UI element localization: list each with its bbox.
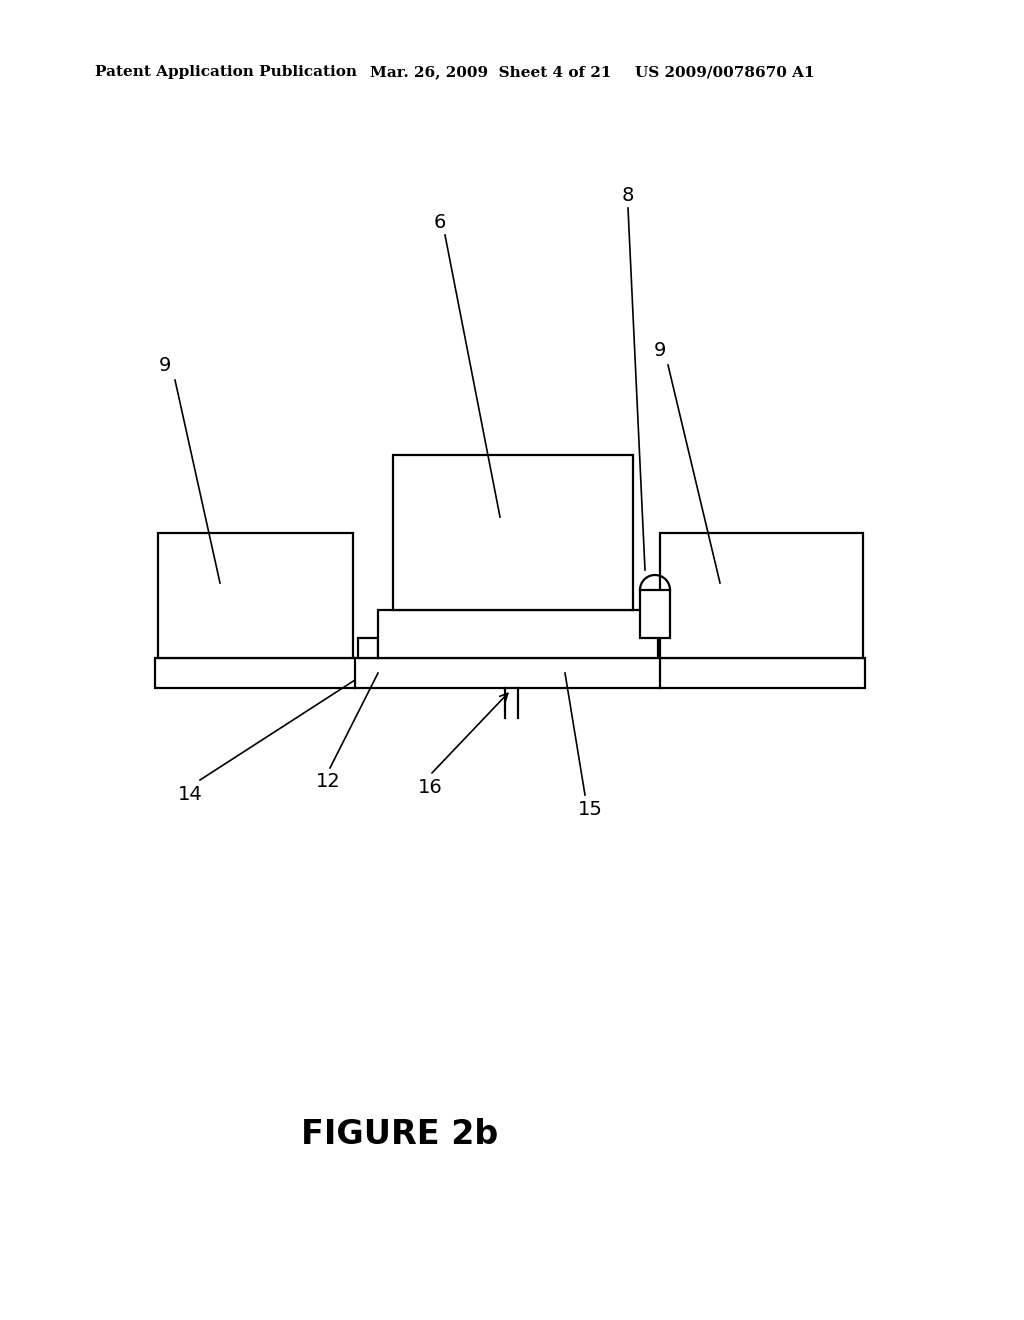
Text: US 2009/0078670 A1: US 2009/0078670 A1 (635, 65, 815, 79)
Bar (378, 610, 658, 657)
Bar (358, 638, 378, 657)
Text: 9: 9 (653, 341, 667, 360)
Text: 6: 6 (434, 213, 446, 232)
Bar (393, 455, 633, 610)
Bar (155, 657, 865, 688)
Bar (640, 590, 670, 638)
Bar (158, 533, 353, 657)
Text: 9: 9 (159, 356, 171, 375)
Text: 8: 8 (622, 186, 634, 205)
Text: 14: 14 (177, 785, 203, 804)
Text: Mar. 26, 2009  Sheet 4 of 21: Mar. 26, 2009 Sheet 4 of 21 (370, 65, 611, 79)
Text: 12: 12 (315, 772, 340, 791)
Text: 15: 15 (578, 800, 602, 818)
Text: FIGURE 2b: FIGURE 2b (301, 1118, 499, 1151)
Bar (660, 533, 863, 657)
Text: Patent Application Publication: Patent Application Publication (95, 65, 357, 79)
Text: 16: 16 (418, 777, 442, 797)
